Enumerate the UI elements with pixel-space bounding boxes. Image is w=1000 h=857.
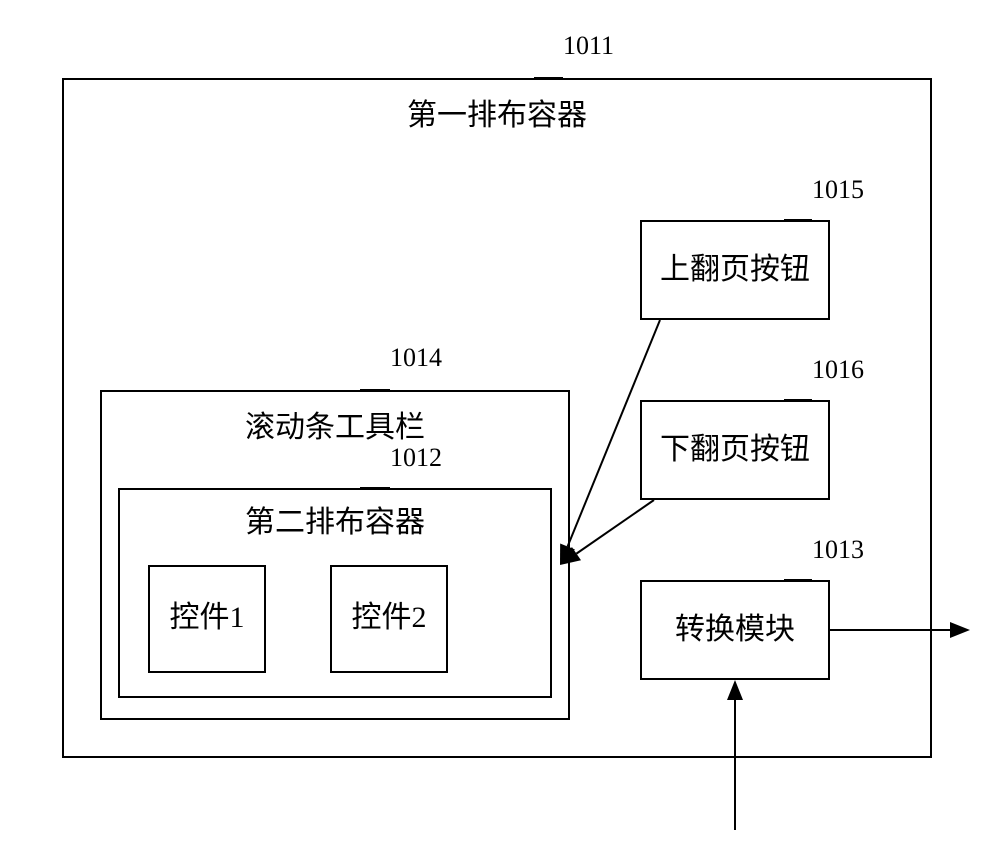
page-up-button-box [640,220,830,320]
control-1-box [148,565,266,673]
ref-1011: 1011 [563,31,614,60]
diagram-stage: 第一排布容器 滚动条工具栏 第二排布容器 控件1 控件2 上翻页按钮 下翻页按钮… [0,0,1000,857]
page-down-button-box [640,400,830,500]
control-2-box [330,565,448,673]
converter-module-box [640,580,830,680]
